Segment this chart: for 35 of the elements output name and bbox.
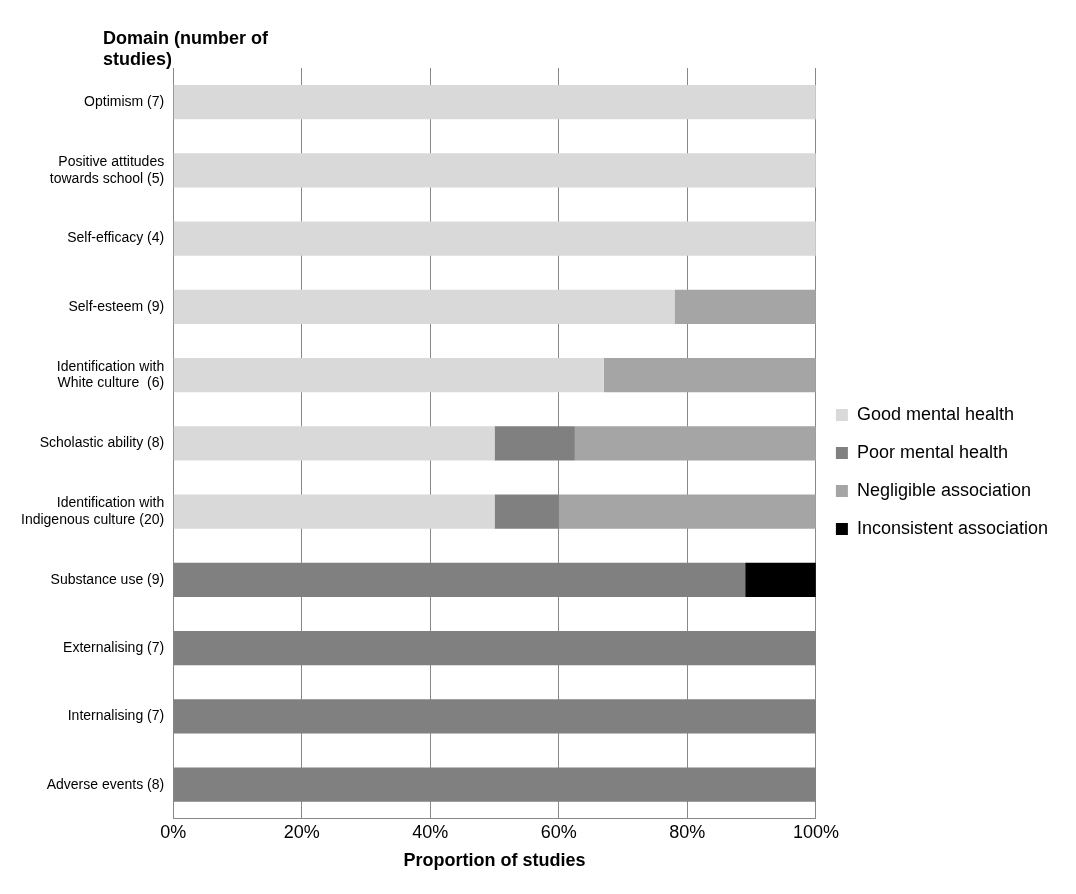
legend-label: Poor mental health	[856, 441, 1008, 462]
x-tick-label: 40%	[412, 821, 449, 842]
bar	[173, 494, 495, 529]
y-tick-label: Adverse events (8)	[46, 775, 165, 792]
y-tick-label: Scholastic ability (8)	[39, 434, 165, 451]
y-tick-label: Self-esteem (9)	[68, 297, 165, 314]
bar	[173, 289, 675, 324]
x-tick-label: 80%	[669, 821, 706, 842]
bar	[558, 494, 816, 529]
y-tick-label: Positive attitudes towards school (5)	[49, 152, 165, 186]
y-tick-label: Externalising (7)	[63, 639, 165, 656]
x-axis-title: Proportion of studies	[403, 850, 586, 871]
legend-label: Negligible association	[856, 479, 1031, 500]
y-tick-label: Identification with White culture (6)	[56, 357, 165, 391]
bar	[173, 426, 495, 461]
y-tick-label: Identification with Indigenous culture (20)	[21, 494, 165, 527]
x-tick-label: 20%	[283, 821, 320, 842]
bar	[745, 562, 816, 597]
y-tick-label: Self-efficacy (4)	[67, 229, 165, 246]
bar	[574, 426, 816, 461]
y-tick-label: Internalising (7)	[67, 707, 165, 724]
legend-label: Inconsistent association	[856, 517, 1048, 538]
x-tick-label: 0%	[160, 821, 187, 842]
x-tick-label: 60%	[540, 821, 577, 842]
x-tick-label: 100%	[792, 821, 839, 842]
y-axis-title: Domain (number of studies)	[103, 28, 269, 70]
legend-label: Good mental health	[856, 403, 1014, 424]
bar	[173, 85, 816, 120]
bar	[603, 358, 816, 393]
bar	[674, 289, 816, 324]
bar	[173, 153, 816, 188]
bar	[173, 358, 604, 393]
y-tick-label: Optimism (7)	[84, 92, 165, 109]
y-tick-label: Substance use (9)	[50, 570, 165, 587]
bar	[173, 221, 816, 256]
